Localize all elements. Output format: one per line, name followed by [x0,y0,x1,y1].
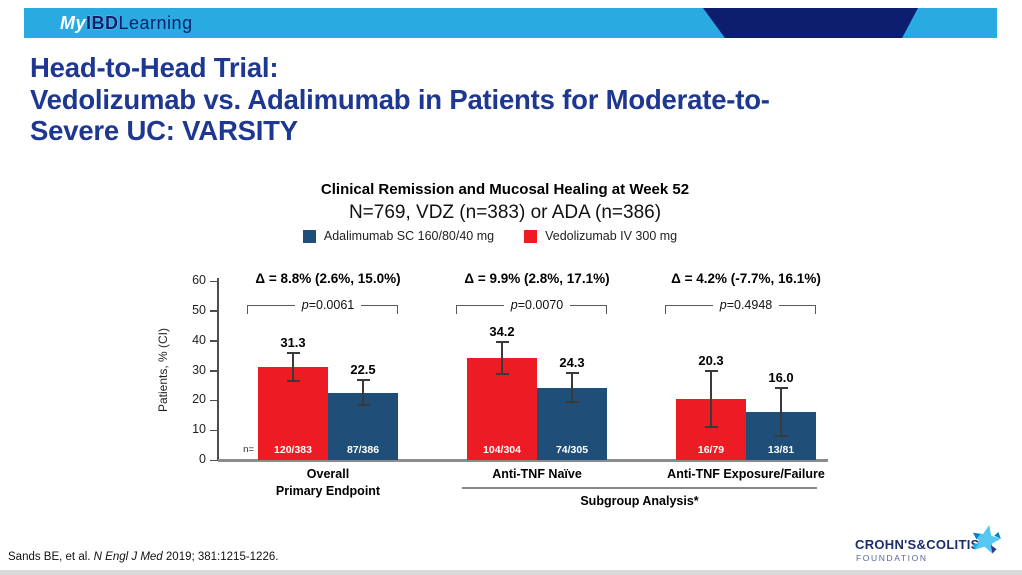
bar-n-label: 13/81 [767,444,795,456]
cc-logo-name: CROHN'S&COLITIS [855,537,980,552]
x-axis [218,459,828,462]
chart-title: Clinical Remission and Mucosal Healing a… [320,181,690,198]
error-bar [356,378,370,381]
error-bar [565,401,579,404]
y-tick-label: 30 [192,362,206,377]
y-tick-label: 10 [192,422,206,437]
logo-my: My [60,13,87,33]
p-value-label: p=0.0061 [258,298,398,312]
ci-bracket [456,305,458,314]
bar-value-label: 16.0 [768,369,794,385]
y-tick [210,429,217,432]
page-title-line1: Head-to-Head Trial: [30,52,279,83]
bottom-strip [0,570,1022,575]
myibd-learning-logo: MyIBDLearning [60,8,193,38]
cc-logo-foundation: FOUNDATION [856,553,928,563]
error-bar [292,352,294,381]
y-tick [210,399,217,402]
y-tick [210,280,217,282]
banner-trapezoid [703,8,918,38]
bar-n-label: 120/383 [274,444,312,456]
citation-journal: N Engl J Med [93,551,163,563]
y-tick-label: 60 [192,273,206,287]
error-bar [710,371,712,428]
group-label-line: Anti-TNF Naïve [492,467,582,481]
ci-bracket [397,305,399,314]
error-bar [362,379,364,406]
group-label: Anti-TNF Exposure/Failure [636,466,856,483]
star-icon [972,525,1001,554]
error-bar [571,372,573,403]
error-bar [780,387,782,436]
n-prefix-label: n= [243,444,254,455]
y-tick [210,310,217,312]
bar-value-label: 34.2 [489,324,515,340]
citation-prefix: Sands BE, et al. [8,551,94,563]
legend-item-vedolizumab: Vedolizumab IV 300 mg [524,229,677,243]
logo-learning: Learning [118,13,193,33]
ci-bracket [247,305,249,314]
error-bar [356,404,370,407]
error-bar [704,426,718,429]
group-label-line: Overall [306,467,350,481]
ci-bracket [606,305,608,314]
ci-bracket [815,305,817,314]
error-bar [704,370,718,373]
ci-bracket [665,305,667,314]
bar-value-label: 20.3 [698,353,724,369]
y-tick-label: 50 [192,302,206,317]
delta-label: Δ = 4.2% (-7.7%, 16.1%) [671,271,821,286]
y-tick-label: 0 [199,452,206,466]
bar [258,366,328,460]
citation: Sands BE, et al. N Engl J Med 2019; 381:… [8,551,278,563]
error-bar [774,386,788,389]
legend-item-adalimumab: Adalimumab SC 160/80/40 mg [302,229,495,243]
bar-n-label: 74/305 [555,444,589,456]
error-bar [495,373,509,376]
legend-label-adalimumab: Adalimumab SC 160/80/40 mg [323,229,495,243]
bar-value-label: 24.3 [559,354,585,370]
y-tick [210,340,217,342]
delta-label: Δ = 9.9% (2.8%, 17.1%) [464,271,610,286]
y-tick-label: 20 [192,392,206,407]
legend-swatch-adalimumab [302,229,316,243]
crohns-colitis-foundation-logo: CROHN'S&COLITIS FOUNDATION [855,524,1005,566]
page-title-line3: Severe UC: VARSITY [30,115,298,146]
subgroup-underline [462,487,817,489]
page-title: Head-to-Head Trial: Vedolizumab vs. Adal… [30,52,990,147]
group-label: Anti-TNF Naïve [427,466,647,483]
y-axis [217,278,219,461]
bar-n-label: 16/79 [697,444,725,456]
y-tick [210,459,217,461]
y-tick-label: 40 [192,332,206,347]
bar-n-label: 87/386 [346,444,380,456]
bar-value-label: 31.3 [280,334,306,350]
error-bar [286,351,300,354]
logo-ibd: IBD [86,13,119,33]
group-label-line: Anti-TNF Exposure/Failure [667,467,825,481]
chart-subtitle: N=769, VDZ (n=383) or ADA (n=386) [348,202,662,223]
group-label: Overall Primary Endpoint [218,466,438,500]
error-bar [495,341,509,344]
bar-n-label: 104/304 [483,444,521,456]
group-label-line: Primary Endpoint [275,484,381,498]
bar-value-label: 22.5 [350,361,376,377]
legend-label-vedolizumab: Vedolizumab IV 300 mg [545,229,678,243]
error-bar [286,379,300,382]
y-tick [210,370,217,372]
p-value-label: p=0.0070 [467,298,607,312]
legend-swatch-vedolizumab [524,229,538,243]
error-bar [774,434,788,437]
citation-suffix: 2019; 381:1215-1226. [162,551,279,563]
delta-label: Δ = 8.8% (2.6%, 15.0%) [255,271,401,286]
error-bar [501,342,503,375]
subgroup-label: Subgroup Analysis* [580,494,699,508]
error-bar [565,371,579,374]
p-value-label: p=0.4948 [676,298,816,312]
page-title-line2: Vedolizumab vs. Adalimumab in Patients f… [30,83,770,115]
chart-legend: Adalimumab SC 160/80/40 mg Vedolizumab I… [145,229,835,243]
